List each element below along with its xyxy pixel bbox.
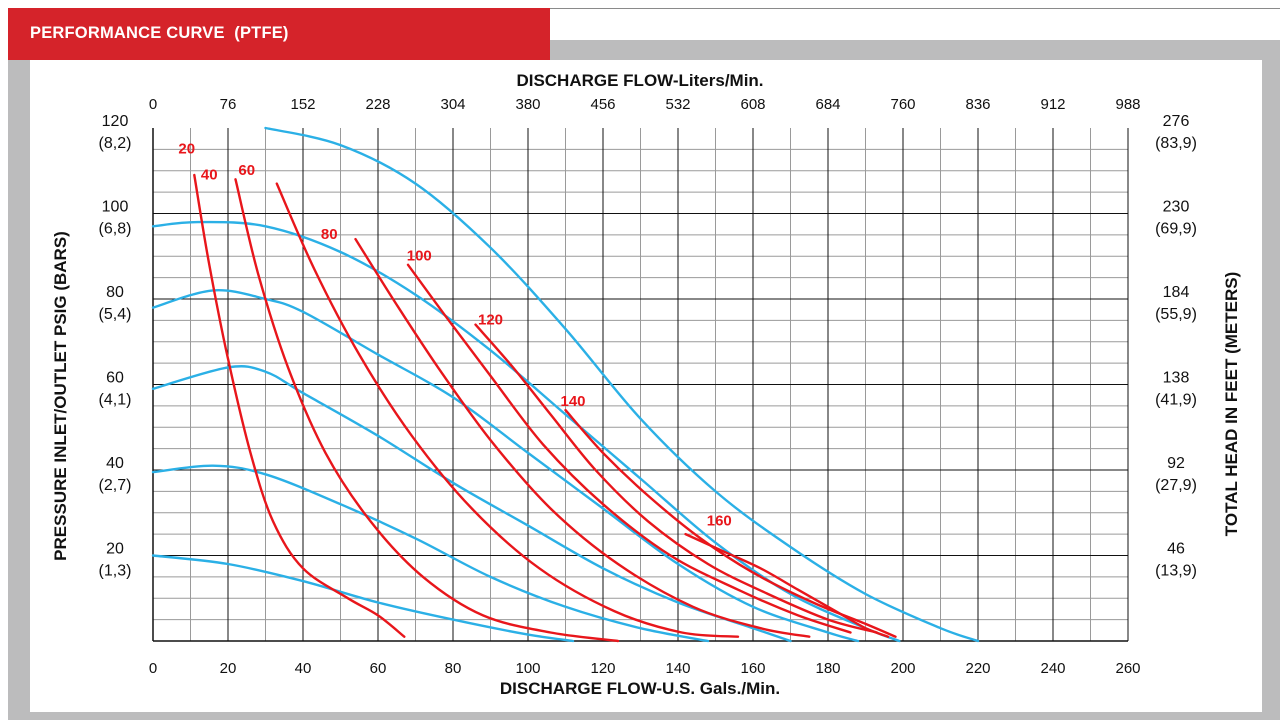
left-tick-sublabel: (6,8): [99, 221, 132, 238]
right-tick-label: 138: [1163, 370, 1190, 387]
bottom-tick-label: 60: [370, 660, 387, 677]
right-tick-sublabel: (13,9): [1155, 563, 1197, 580]
frame-top-rule: [550, 8, 1280, 9]
pressure-curve-0: [151, 554, 575, 643]
bottom-tick-label: 80: [445, 660, 462, 677]
bottom-tick-label: 240: [1040, 660, 1065, 677]
air-curve-40: [234, 178, 620, 643]
top-tick-label: 988: [1115, 96, 1140, 113]
top-tick-label: 760: [890, 96, 915, 113]
left-tick-sublabel: (8,2): [99, 135, 132, 152]
top-axis-title: DISCHARGE FLOW-Liters/Min.: [516, 71, 763, 90]
top-tick-label: 532: [665, 96, 690, 113]
top-tick-label: 836: [965, 96, 990, 113]
right-tick-sublabel: (27,9): [1155, 477, 1197, 494]
air-curve-140: [564, 408, 897, 638]
bottom-tick-label: 100: [515, 660, 540, 677]
pressure-curve-1: [151, 464, 710, 643]
top-tick-label: 76: [220, 96, 237, 113]
top-tick-label: 0: [149, 96, 157, 113]
air-curve-60: [275, 182, 740, 638]
top-tick-label: 912: [1040, 96, 1065, 113]
left-tick-label: 60: [106, 370, 124, 387]
bottom-tick-label: 180: [815, 660, 840, 677]
pressure-curve-3: [151, 289, 860, 643]
air-consumption-curves: [193, 173, 897, 643]
right-tick-label: 184: [1163, 284, 1190, 301]
top-tick-label: 152: [290, 96, 315, 113]
air-curve-label: 20: [178, 141, 195, 158]
right-axis-title: TOTAL HEAD IN FEET (METERS): [1222, 272, 1241, 536]
bottom-tick-label: 120: [590, 660, 615, 677]
left-tick-label: 40: [106, 455, 124, 472]
bottom-tick-label: 160: [740, 660, 765, 677]
right-tick-label: 46: [1167, 541, 1185, 558]
left-tick-sublabel: (5,4): [99, 306, 132, 323]
right-tick-label: 92: [1167, 455, 1185, 472]
air-curve-120: [474, 323, 878, 634]
right-tick-sublabel: (55,9): [1155, 306, 1197, 323]
left-tick-sublabel: (1,3): [99, 563, 132, 580]
top-tick-label: 304: [440, 96, 465, 113]
left-tick-label: 100: [102, 199, 129, 216]
left-tick-sublabel: (4,1): [99, 392, 132, 409]
bottom-tick-label: 260: [1115, 660, 1140, 677]
air-curve-label: 60: [238, 162, 255, 179]
left-axis-title: PRESSURE INLET/OUTLET PSIG (BARS): [51, 231, 70, 561]
air-curve-160: [684, 532, 890, 638]
top-tick-label: 228: [365, 96, 390, 113]
right-tick-sublabel: (83,9): [1155, 135, 1197, 152]
air-curve-label: 80: [321, 226, 338, 243]
right-tick-sublabel: (69,9): [1155, 221, 1197, 238]
chart-labels: DISCHARGE FLOW-Liters/Min. DISCHARGE FLO…: [51, 71, 1241, 698]
right-tick-sublabel: (41,9): [1155, 392, 1197, 409]
bottom-tick-label: 140: [665, 660, 690, 677]
air-curve-label: 100: [407, 248, 432, 265]
bottom-tick-label: 40: [295, 660, 312, 677]
right-tick-label: 276: [1163, 113, 1190, 130]
air-curve-label: 140: [560, 393, 585, 410]
bottom-tick-label: 220: [965, 660, 990, 677]
air-curve-label: 160: [707, 513, 732, 530]
left-tick-label: 20: [106, 541, 124, 558]
header-tab: [8, 8, 550, 60]
air-curve-80: [354, 237, 811, 638]
bottom-tick-label: 0: [149, 660, 157, 677]
pressure-curve-4: [151, 220, 901, 643]
top-tick-label: 456: [590, 96, 615, 113]
left-tick-label: 80: [106, 284, 124, 301]
bottom-axis-title: DISCHARGE FLOW-U.S. Gals./Min.: [500, 679, 780, 698]
bottom-tick-label: 200: [890, 660, 915, 677]
bottom-tick-label: 20: [220, 660, 237, 677]
page-title: PERFORMANCE CURVE (PTFE): [30, 24, 289, 42]
air-curve-label: 40: [201, 166, 218, 183]
air-curve-100: [406, 263, 852, 634]
chart-panel: [30, 60, 1262, 712]
left-tick-sublabel: (2,7): [99, 477, 132, 494]
right-tick-label: 230: [1163, 199, 1190, 216]
top-tick-label: 608: [740, 96, 765, 113]
pressure-curve-2: [151, 365, 792, 643]
left-tick-label: 120: [102, 113, 129, 130]
top-tick-label: 684: [815, 96, 840, 113]
air-curve-label: 120: [478, 312, 503, 329]
top-tick-label: 380: [515, 96, 540, 113]
air-curve-20: [193, 173, 406, 638]
pressure-curve-5: [264, 126, 980, 643]
